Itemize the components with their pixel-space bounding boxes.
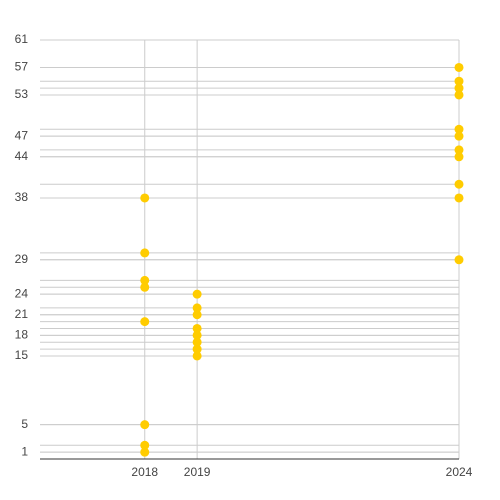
x-tick-label: 2024 <box>446 465 473 479</box>
point <box>192 330 202 340</box>
x-tick-label: 2018 <box>131 465 158 479</box>
point <box>454 76 464 86</box>
point <box>140 282 150 292</box>
point <box>192 310 202 320</box>
point <box>454 90 464 100</box>
y-tick-label: 53 <box>15 87 29 101</box>
point <box>140 248 150 258</box>
y-tick-label: 38 <box>15 190 29 204</box>
y-tick-label: 47 <box>15 128 29 142</box>
y-tick-label: 18 <box>15 328 29 342</box>
point <box>454 131 464 141</box>
point <box>454 193 464 203</box>
y-tick-label: 61 <box>15 32 29 46</box>
point <box>454 124 464 134</box>
point <box>192 337 202 347</box>
y-tick-label: 1 <box>21 444 28 458</box>
point <box>454 255 464 265</box>
point <box>140 193 150 203</box>
point <box>454 179 464 189</box>
point <box>454 152 464 162</box>
point <box>192 303 202 313</box>
y-tick-label: 24 <box>15 286 29 300</box>
point <box>192 351 202 361</box>
point <box>140 317 150 327</box>
y-tick-label: 5 <box>21 417 28 431</box>
y-tick-label: 57 <box>15 60 29 74</box>
y-tick-label: 15 <box>15 348 29 362</box>
point <box>192 289 202 299</box>
y-tick-label: 44 <box>15 149 29 163</box>
point <box>140 447 150 457</box>
y-tick-label: 29 <box>15 252 29 266</box>
point <box>454 83 464 93</box>
point <box>192 344 202 354</box>
point <box>454 145 464 155</box>
point <box>140 420 150 430</box>
point <box>140 275 150 285</box>
point <box>140 440 150 450</box>
x-tick-label: 2019 <box>184 465 211 479</box>
y-tick-label: 21 <box>15 307 29 321</box>
point <box>192 323 202 333</box>
point <box>454 62 464 72</box>
